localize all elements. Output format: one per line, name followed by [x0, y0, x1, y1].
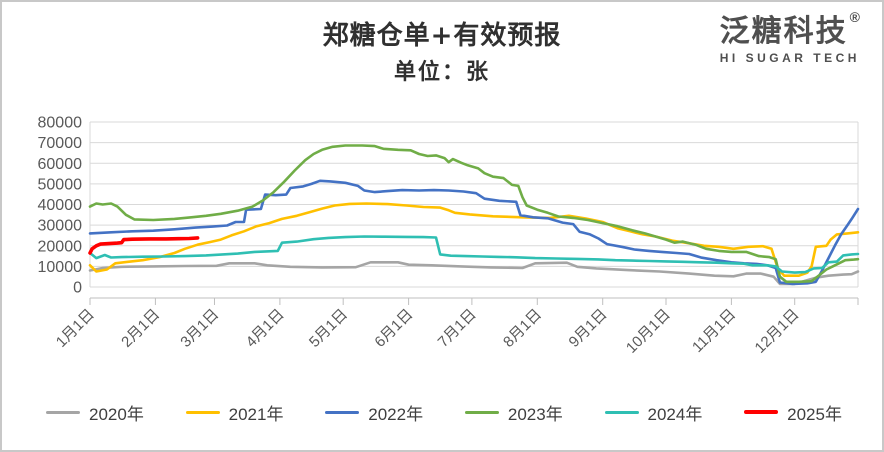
legend-item-2025: 2025年: [744, 400, 842, 425]
legend-line-swatch-2023: [464, 410, 499, 414]
x-axis-tick-label: 7月1日: [435, 306, 480, 351]
y-axis-tick-label: 10000: [38, 259, 83, 276]
x-axis-tick-label: 11月1日: [689, 306, 739, 356]
legend-line-swatch-2025: [744, 410, 779, 414]
legend-label-2024: 2024年: [647, 404, 703, 424]
y-axis-tick-label: 50000: [38, 176, 83, 193]
x-axis-tick-label: 6月1日: [371, 306, 416, 351]
legend-item-2020: 2020年: [46, 400, 144, 425]
x-axis-tick-label: 1月1日: [53, 306, 98, 351]
x-axis-tick-label: 2月1日: [118, 306, 163, 351]
legend-label-2023: 2023年: [507, 404, 563, 424]
x-axis-tick-label: 4月1日: [243, 306, 288, 351]
legend-label-2021: 2021年: [228, 404, 284, 424]
brand-logo-tagline: HI SUGAR TECH: [719, 51, 860, 65]
chart-title: 郑糖仓单+有效预报: [322, 21, 562, 51]
legend-label-2025: 2025年: [787, 404, 842, 424]
x-axis-tick-label: 12月1日: [752, 306, 803, 357]
chart-subtitle: 单位：张: [393, 59, 490, 85]
x-axis-tick-label: 3月1日: [177, 306, 222, 351]
legend-line-swatch-2020: [46, 410, 80, 414]
legend-item-2024: 2024年: [604, 400, 703, 425]
x-axis-tick-label: 5月1日: [306, 306, 351, 351]
y-axis-tick-label: 40000: [38, 197, 83, 214]
legend-label-2022: 2022年: [368, 404, 424, 424]
legend-item-2022: 2022年: [325, 400, 423, 425]
x-axis-tick-label: 8月1日: [500, 306, 545, 351]
brand-logo-name: 泛糖科技 ®: [719, 10, 860, 48]
legend-item-2023: 2023年: [464, 400, 563, 425]
brand-logo-text: 泛糖科技: [719, 15, 848, 48]
series-line-2023年: [88, 144, 860, 284]
series-line-2025年: [88, 236, 200, 255]
series-line-2022年: [88, 179, 860, 286]
y-axis-tick-label: 80000: [38, 115, 83, 132]
y-axis-tick-label: 0: [73, 280, 82, 297]
legend-line-swatch-2024: [604, 410, 639, 414]
legend-line-swatch-2021: [185, 410, 220, 414]
registered-trademark-icon: ®: [849, 9, 862, 25]
brand-logo: 泛糖科技 ® HI SUGAR TECH: [719, 10, 860, 65]
y-axis-tick-label: 30000: [38, 218, 83, 235]
legend-label-2020: 2020年: [89, 404, 144, 424]
legend: 2020年 2021年 2022年 2023年 2024年 2025年: [46, 399, 842, 425]
series-line-2024年: [88, 235, 860, 274]
y-axis-tick-label: 70000: [38, 135, 83, 152]
y-axis-tick-label: 60000: [38, 156, 83, 173]
x-axis-tick-label: 10月1日: [623, 306, 674, 357]
x-axis-tick-label: 9月1日: [565, 306, 610, 351]
y-axis-tick-label: 20000: [38, 238, 83, 255]
legend-line-swatch-2022: [325, 410, 360, 414]
legend-item-2021: 2021年: [185, 400, 284, 425]
series-line-2020年: [88, 260, 860, 286]
